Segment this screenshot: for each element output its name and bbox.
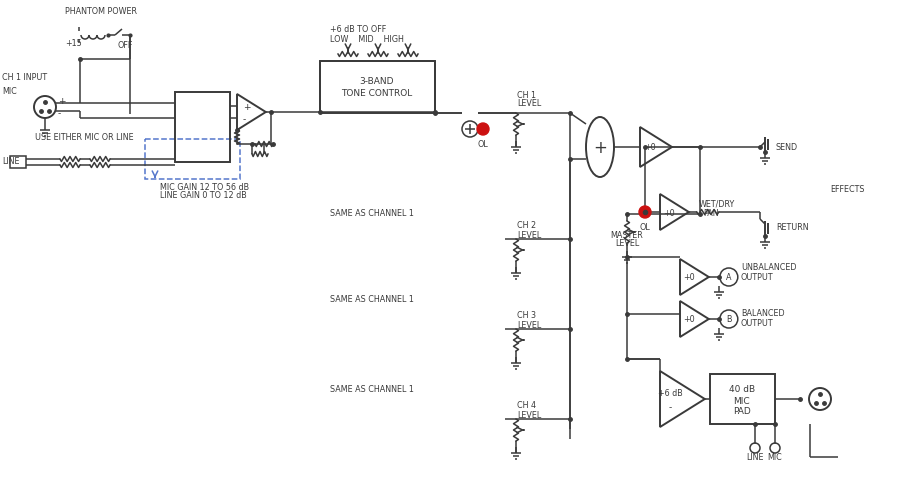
Text: +0: +0 bbox=[683, 315, 695, 324]
Text: CH 1 INPUT: CH 1 INPUT bbox=[2, 73, 47, 82]
Text: LEVEL: LEVEL bbox=[517, 409, 541, 419]
Text: MIC: MIC bbox=[734, 396, 750, 405]
Text: 2: 2 bbox=[814, 401, 817, 406]
Text: +0: +0 bbox=[644, 143, 656, 152]
Text: -: - bbox=[58, 109, 61, 118]
Text: +6 dB: +6 dB bbox=[658, 387, 682, 397]
Text: +: + bbox=[58, 96, 66, 105]
Text: UNBALANCED: UNBALANCED bbox=[741, 263, 796, 272]
Text: BALANCED: BALANCED bbox=[741, 308, 785, 317]
Text: LINE: LINE bbox=[2, 157, 20, 166]
Text: SAME AS CHANNEL 1: SAME AS CHANNEL 1 bbox=[330, 295, 414, 304]
Text: -: - bbox=[669, 403, 671, 412]
Text: B: B bbox=[726, 315, 732, 324]
Text: LEVEL: LEVEL bbox=[615, 239, 639, 248]
Text: MIC: MIC bbox=[2, 87, 17, 96]
Bar bbox=[175, 93, 230, 163]
Text: MASTER: MASTER bbox=[610, 230, 644, 239]
Text: OFF: OFF bbox=[117, 41, 132, 50]
Text: 1: 1 bbox=[43, 101, 47, 105]
Text: PAD: PAD bbox=[733, 406, 751, 415]
Text: RETURN: RETURN bbox=[776, 223, 808, 232]
Text: 1: 1 bbox=[818, 392, 822, 397]
Text: LOW    MID    HIGH: LOW MID HIGH bbox=[330, 36, 404, 44]
Text: A: A bbox=[726, 273, 732, 282]
Text: OL: OL bbox=[640, 223, 651, 231]
Text: CH 1: CH 1 bbox=[517, 90, 536, 99]
Text: 3: 3 bbox=[823, 401, 825, 406]
Text: CH 2: CH 2 bbox=[517, 221, 536, 230]
Text: WET/DRY: WET/DRY bbox=[698, 199, 735, 208]
Text: 40 dB: 40 dB bbox=[729, 385, 755, 394]
Text: 3-BAND: 3-BAND bbox=[360, 77, 394, 86]
Text: LINE: LINE bbox=[746, 452, 764, 462]
Bar bbox=[10, 157, 26, 169]
Text: SEND: SEND bbox=[776, 143, 798, 152]
Text: LEVEL: LEVEL bbox=[517, 99, 541, 108]
Text: MIC: MIC bbox=[768, 452, 782, 462]
Text: 3: 3 bbox=[48, 109, 50, 114]
Text: -: - bbox=[243, 115, 247, 124]
Text: MIC GAIN 12 TO 56 dB: MIC GAIN 12 TO 56 dB bbox=[160, 182, 249, 191]
Text: +0: +0 bbox=[663, 208, 675, 217]
Circle shape bbox=[477, 124, 489, 136]
Text: USE EITHER MIC OR LINE: USE EITHER MIC OR LINE bbox=[35, 133, 133, 142]
Text: OL: OL bbox=[478, 140, 489, 149]
Text: LEVEL: LEVEL bbox=[517, 320, 541, 329]
Text: PAN: PAN bbox=[703, 208, 718, 217]
Text: CH 3: CH 3 bbox=[517, 311, 536, 320]
Bar bbox=[320, 62, 435, 114]
Circle shape bbox=[639, 206, 651, 219]
Text: +: + bbox=[593, 139, 607, 157]
Text: TONE CONTROL: TONE CONTROL bbox=[341, 88, 412, 97]
Bar bbox=[145, 140, 240, 180]
Text: CH 4: CH 4 bbox=[517, 401, 536, 409]
Bar bbox=[710, 374, 775, 424]
Text: +6 dB TO OFF: +6 dB TO OFF bbox=[330, 25, 386, 35]
Text: OUTPUT: OUTPUT bbox=[741, 318, 773, 327]
Text: SAME AS CHANNEL 1: SAME AS CHANNEL 1 bbox=[330, 385, 414, 394]
Text: SAME AS CHANNEL 1: SAME AS CHANNEL 1 bbox=[330, 209, 414, 218]
Text: +15: +15 bbox=[65, 40, 82, 48]
Text: 2: 2 bbox=[40, 109, 42, 114]
Text: EFFECTS: EFFECTS bbox=[830, 185, 865, 194]
Text: LINE GAIN 0 TO 12 dB: LINE GAIN 0 TO 12 dB bbox=[160, 191, 247, 200]
Text: LEVEL: LEVEL bbox=[517, 230, 541, 239]
Text: PHANTOM POWER: PHANTOM POWER bbox=[65, 7, 137, 17]
Text: +0: +0 bbox=[683, 273, 695, 282]
Text: +: + bbox=[243, 102, 250, 111]
Text: OUTPUT: OUTPUT bbox=[741, 273, 773, 282]
